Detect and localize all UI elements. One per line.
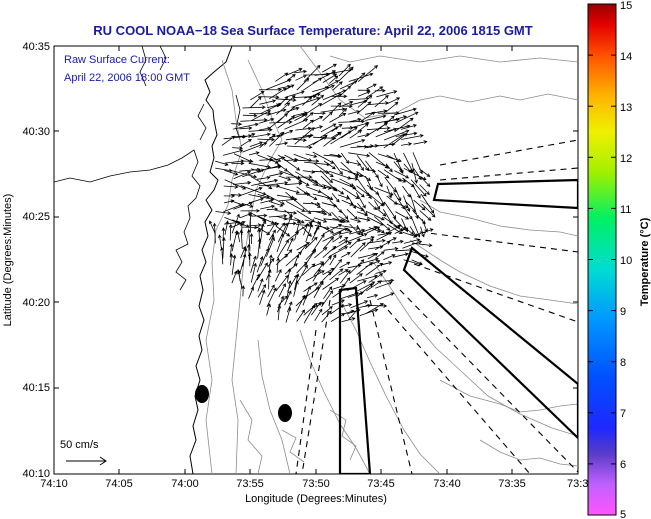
y-axis-title: Latitude (Degrees:Minutes) [2, 194, 14, 327]
x-tick-label: 73:3 [567, 478, 588, 490]
colorbar-tick-label: 15 [620, 0, 632, 12]
bathymetry-contours [205, 46, 578, 474]
y-tick-label: 40:20 [22, 297, 50, 309]
surface-current-vectors [208, 63, 436, 324]
y-tick-label: 40:10 [22, 468, 50, 480]
x-tick-label: 73:35 [498, 478, 526, 490]
colorbar-tick-label: 7 [620, 408, 626, 420]
x-tick-label: 73:50 [302, 478, 330, 490]
colorbar-tick-labels: 15 14 13 12 11 10 9 8 7 6 5 [620, 0, 632, 519]
bay-shoreline [54, 103, 207, 291]
x-tick-label: 73:45 [367, 478, 395, 490]
y-tick-label: 40:30 [22, 126, 50, 138]
colorbar-tick-label: 5 [620, 509, 626, 519]
x-tick-label: 73:55 [236, 478, 264, 490]
radial-dashed-lines [295, 139, 578, 474]
x-axis-title: Longitude (Degrees:Minutes) [245, 493, 387, 505]
colorbar-tick-label: 11 [620, 204, 631, 216]
x-tick-label: 74:10 [40, 478, 68, 490]
colorbar-tick-label: 9 [620, 306, 626, 318]
x-tick-label: 74:05 [105, 478, 133, 490]
current-annotation-line2: April 22, 2006 18:00 GMT [64, 72, 190, 84]
y-tick-label: 40:35 [22, 41, 50, 53]
colorbar-tick-label: 14 [620, 51, 632, 63]
y-tick-label: 40:15 [22, 382, 50, 394]
x-tick-labels: 74:10 74:05 74:00 73:55 73:50 73:45 73:4… [40, 478, 588, 490]
current-vector [208, 63, 436, 324]
axis-ticks [53, 45, 579, 475]
station-marker [195, 385, 209, 403]
map-title: RU COOL NOAA−18 Sea Surface Temperature:… [93, 23, 532, 38]
y-tick-label: 40:25 [22, 211, 50, 223]
colorbar-tick-label: 13 [620, 102, 632, 114]
y-tick-labels: 40:35 40:30 40:25 40:20 40:15 40:10 [22, 41, 50, 480]
colorbar-tick-label: 6 [620, 459, 626, 471]
map-frame [53, 45, 579, 475]
scale-arrow [66, 456, 107, 466]
station-marker [278, 404, 292, 422]
colorbar-tick-label: 8 [620, 357, 626, 369]
colorbar-tick-label: 10 [620, 255, 632, 267]
scale-label: 50 cm/s [60, 439, 99, 451]
colorbar-tick-label: 12 [620, 153, 632, 165]
x-tick-label: 74:00 [171, 478, 199, 490]
x-tick-label: 73:40 [433, 478, 461, 490]
colorbar-title: Temperature (°C) [639, 217, 651, 306]
inlet-shoreline [139, 46, 241, 141]
colorbar-ticks [588, 3, 616, 516]
current-annotation-line1: Raw Surface Current: [64, 54, 170, 66]
